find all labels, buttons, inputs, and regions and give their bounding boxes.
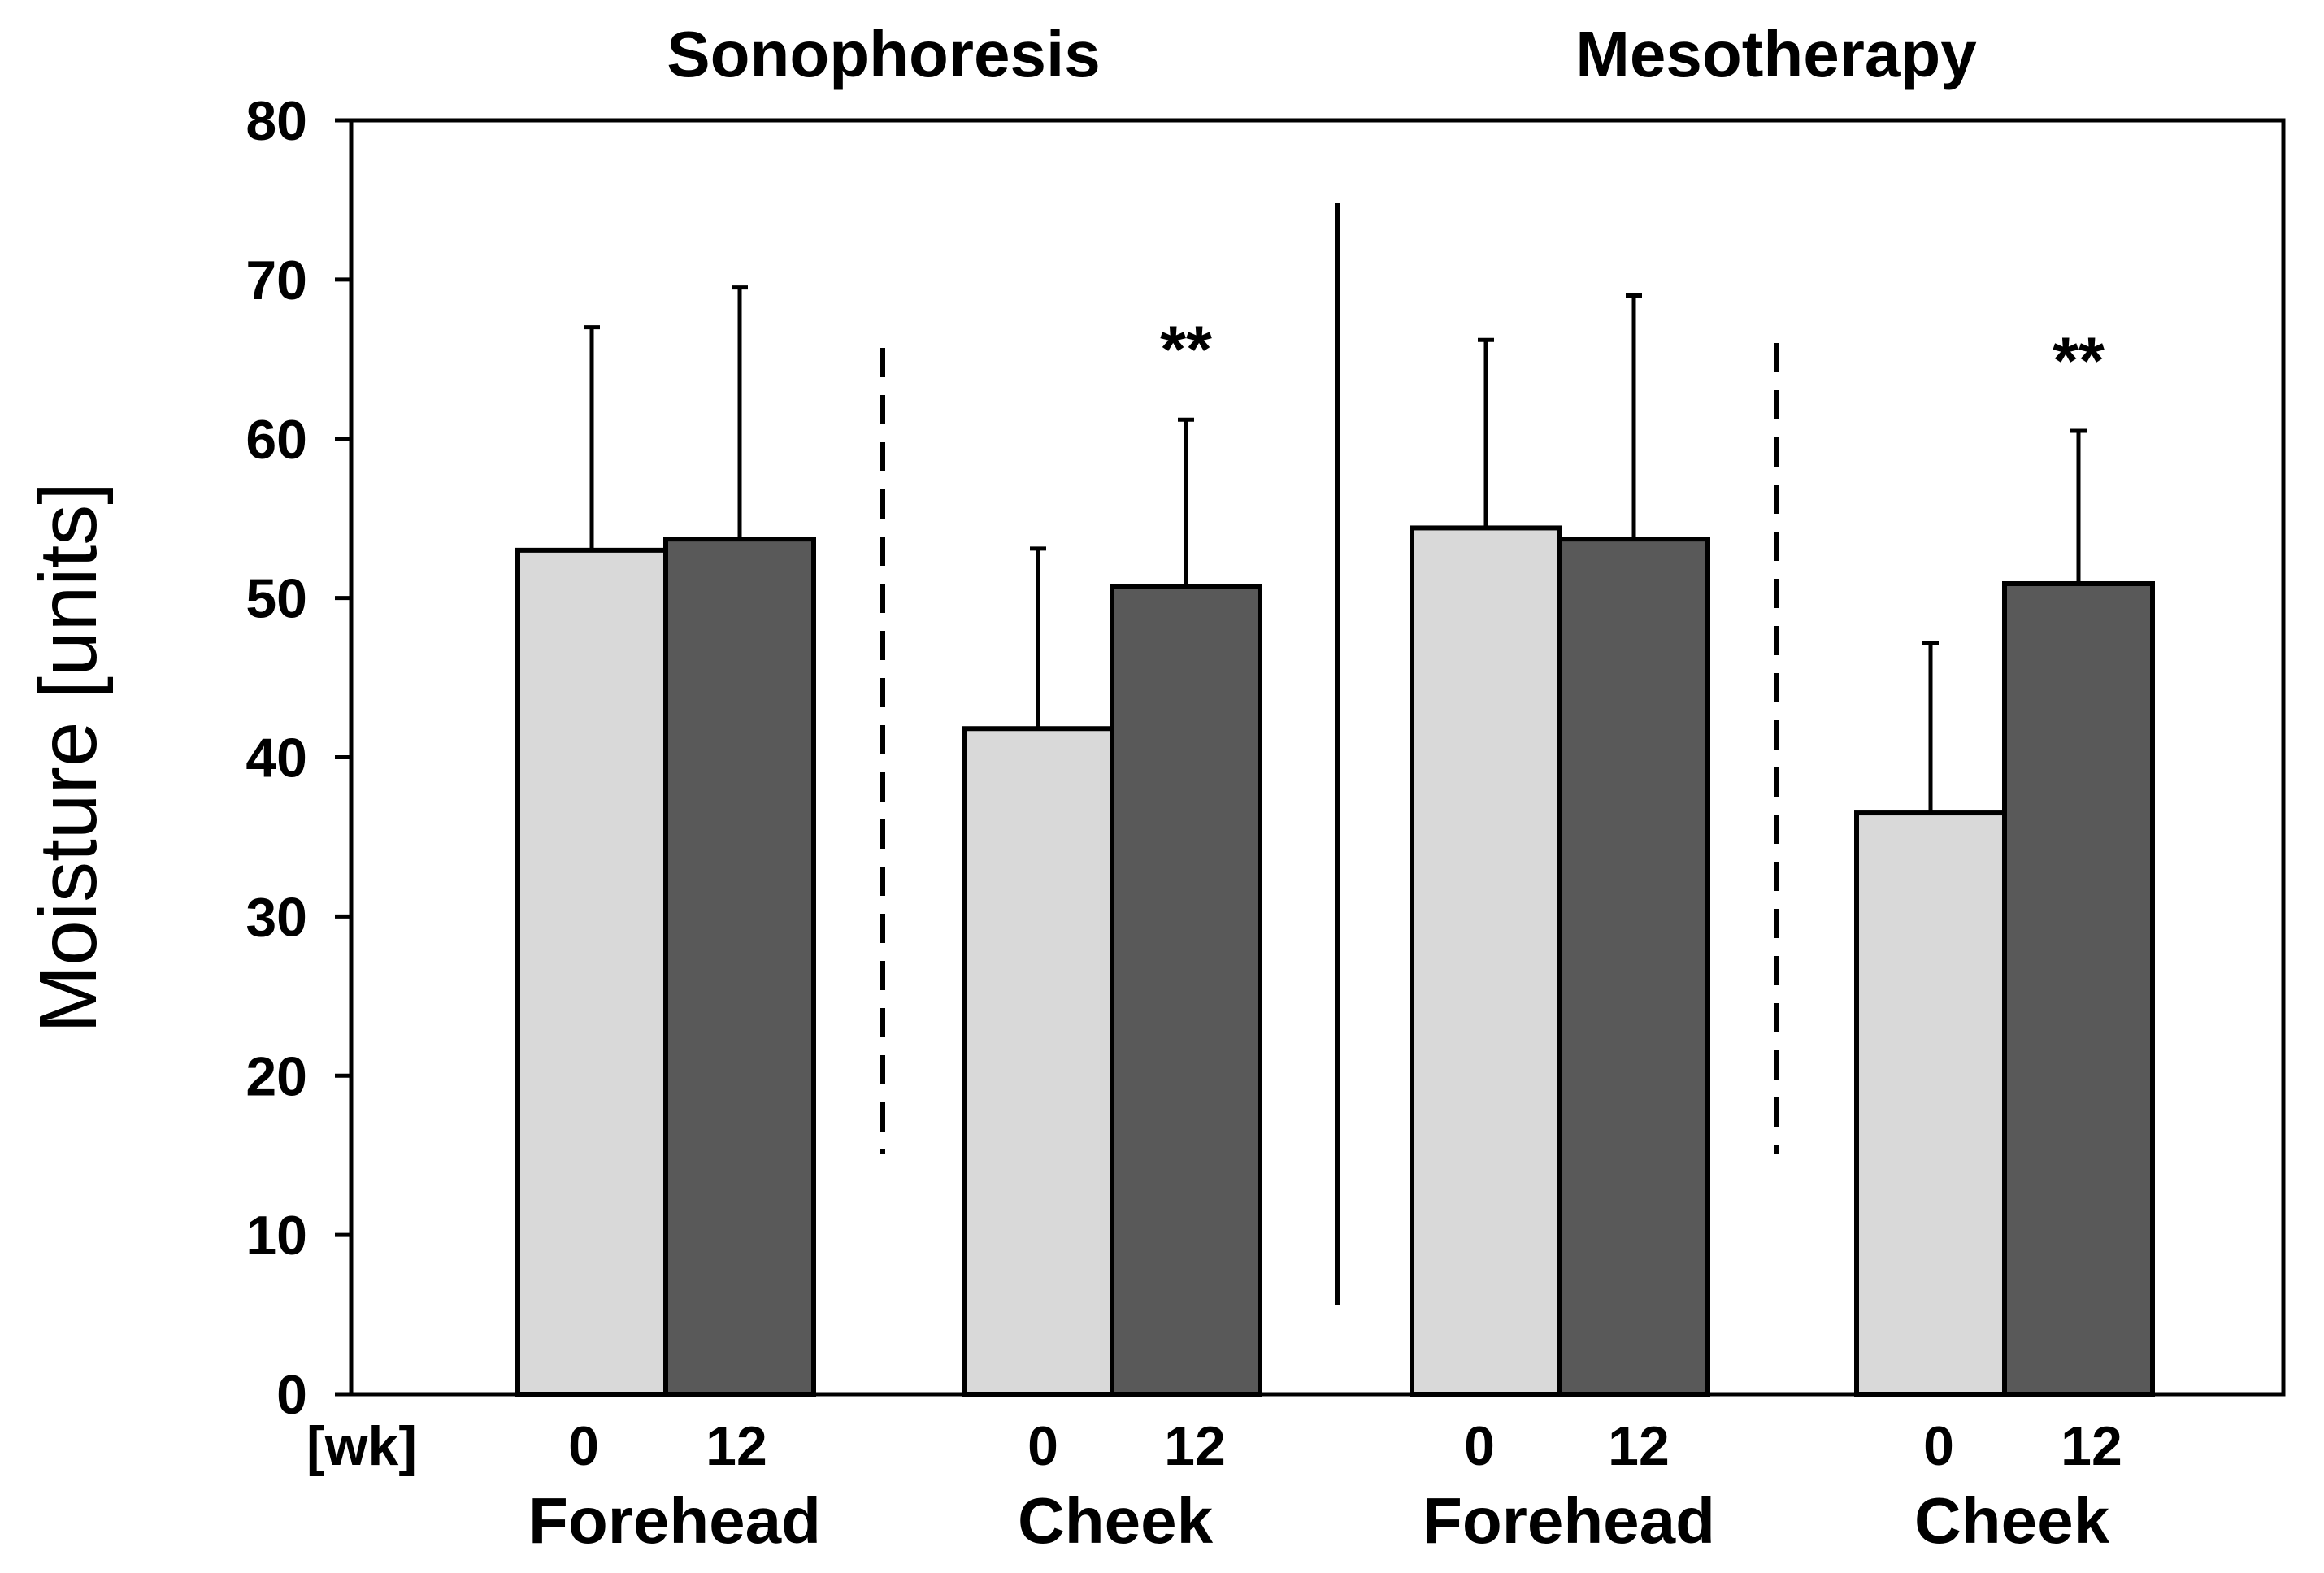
week-label-0-0-1: 12 <box>706 1415 767 1477</box>
y-tick-label-0: 0 <box>276 1364 307 1426</box>
y-tick-label-30: 30 <box>245 886 307 948</box>
y-tick-label-60: 60 <box>245 409 307 471</box>
week-label-0-0-0: 0 <box>568 1415 599 1477</box>
bar-1-1-wk0 <box>1854 810 2007 1397</box>
error-bars <box>584 285 2087 814</box>
labels: Sonophoresis 0 12 Forehead 0 12 ** Cheek Mesothe… <box>528 18 2122 1557</box>
bar-0-0-wk12 <box>663 537 816 1397</box>
y-tick-label-50: 50 <box>245 568 307 630</box>
y-tick-label-40: 40 <box>245 728 307 789</box>
week-label-1-0-0: 0 <box>1464 1415 1495 1477</box>
group-title-1: Mesotherapy <box>1575 18 1977 90</box>
bar-1-0-wk12 <box>1557 537 1710 1397</box>
y-tick-label-20: 20 <box>245 1045 307 1107</box>
site-label-0-0: Forehead <box>528 1484 821 1557</box>
y-axis-label: Moisture [units] <box>23 482 114 1033</box>
group-title-0: Sonophoresis <box>667 18 1100 90</box>
week-label-0-1-1: 12 <box>1164 1415 1226 1477</box>
site-label-1-1: Cheek <box>1914 1484 2110 1557</box>
site-label-1-0: Forehead <box>1423 1484 1715 1557</box>
bar-0-1-wk0 <box>962 726 1114 1397</box>
week-label-1-0-1: 12 <box>1608 1415 1670 1477</box>
y-tick-label-80: 80 <box>245 90 307 152</box>
significance-1-1: ** <box>2053 324 2105 398</box>
week-label-0-1-0: 0 <box>1027 1415 1058 1477</box>
y-tick-label-70: 70 <box>245 250 307 311</box>
week-label-1-1-0: 0 <box>1923 1415 1954 1477</box>
bars <box>515 525 2155 1397</box>
site-label-0-1: Cheek <box>1018 1484 1214 1557</box>
week-label-1-1-1: 12 <box>2061 1415 2122 1477</box>
bar-0-1-wk12 <box>1110 584 1262 1397</box>
y-axis: 0 10 20 30 40 50 60 70 80 <box>245 90 351 1426</box>
bar-0-0-wk0 <box>515 547 668 1397</box>
significance-0-1: ** <box>1160 313 1212 387</box>
x-unit-label: [wk] <box>306 1415 417 1477</box>
bar-1-0-wk0 <box>1410 525 1562 1397</box>
y-tick-label-10: 10 <box>245 1205 307 1267</box>
bar-1-1-wk12 <box>2002 580 2155 1397</box>
